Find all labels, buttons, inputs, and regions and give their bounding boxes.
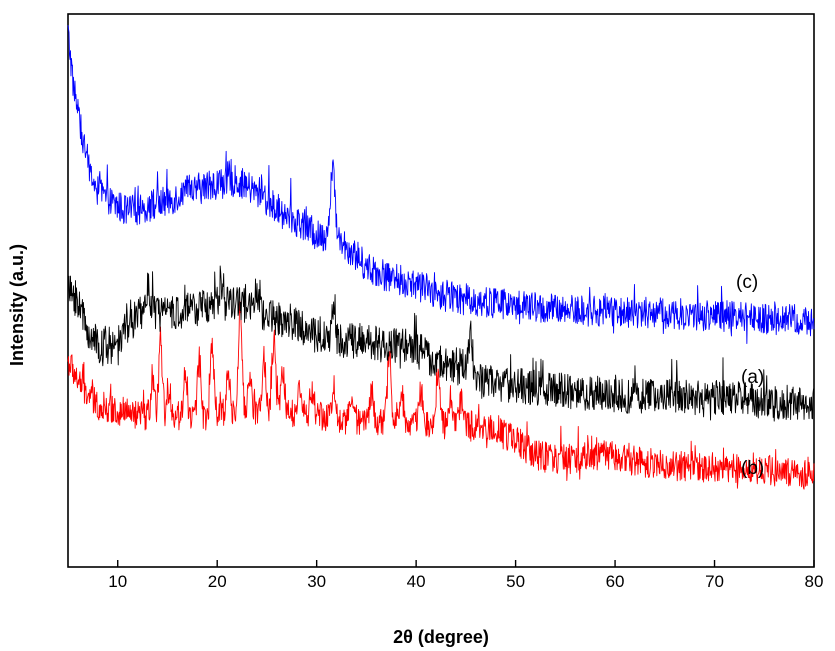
x-axis-title: 2θ (degree) [393,627,489,647]
series-label-b: (b) [741,458,764,479]
series-line-a [67,265,815,422]
x-tick-label-50: 50 [506,572,525,591]
x-tick-label-70: 70 [705,572,724,591]
x-axis-ticks: 10 20 30 40 50 60 70 80 [108,560,823,591]
series-line-c [67,25,815,344]
x-tick-label-60: 60 [606,572,625,591]
series-layer [67,25,815,490]
x-tick-label-10: 10 [108,572,127,591]
x-tick-label-30: 30 [307,572,326,591]
x-tick-label-20: 20 [208,572,227,591]
series-label-a: (a) [741,367,764,388]
x-tick-label-80: 80 [805,572,824,591]
y-axis-title: Intensity (a.u.) [7,244,27,366]
x-tick-label-40: 40 [407,572,426,591]
series-line-b [67,301,815,490]
series-label-c: (c) [736,272,758,293]
